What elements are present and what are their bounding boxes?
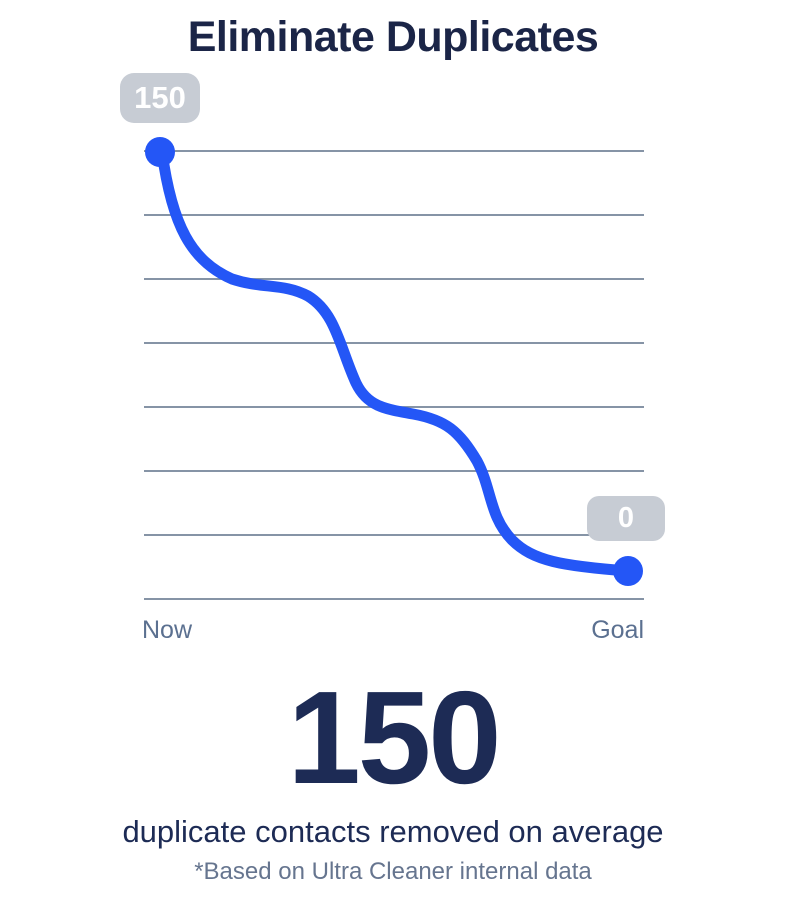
trend-curve [156, 146, 634, 577]
chart-gridlines [144, 150, 644, 600]
end-point-dot [613, 556, 643, 586]
start-value-badge: 150 [120, 73, 200, 123]
line-chart [144, 137, 644, 600]
stat-caption: duplicate contacts removed on average [122, 814, 664, 849]
stat-footnote: *Based on Ultra Cleaner internal data [194, 858, 592, 885]
stat-big-number: 150 [287, 664, 501, 811]
x-axis-label-now: Now [142, 616, 193, 644]
start-point-dot [145, 137, 175, 167]
end-value-badge: 0 [587, 496, 665, 541]
x-axis-label-goal: Goal [591, 616, 644, 644]
page-title: Eliminate Duplicates [187, 13, 599, 61]
